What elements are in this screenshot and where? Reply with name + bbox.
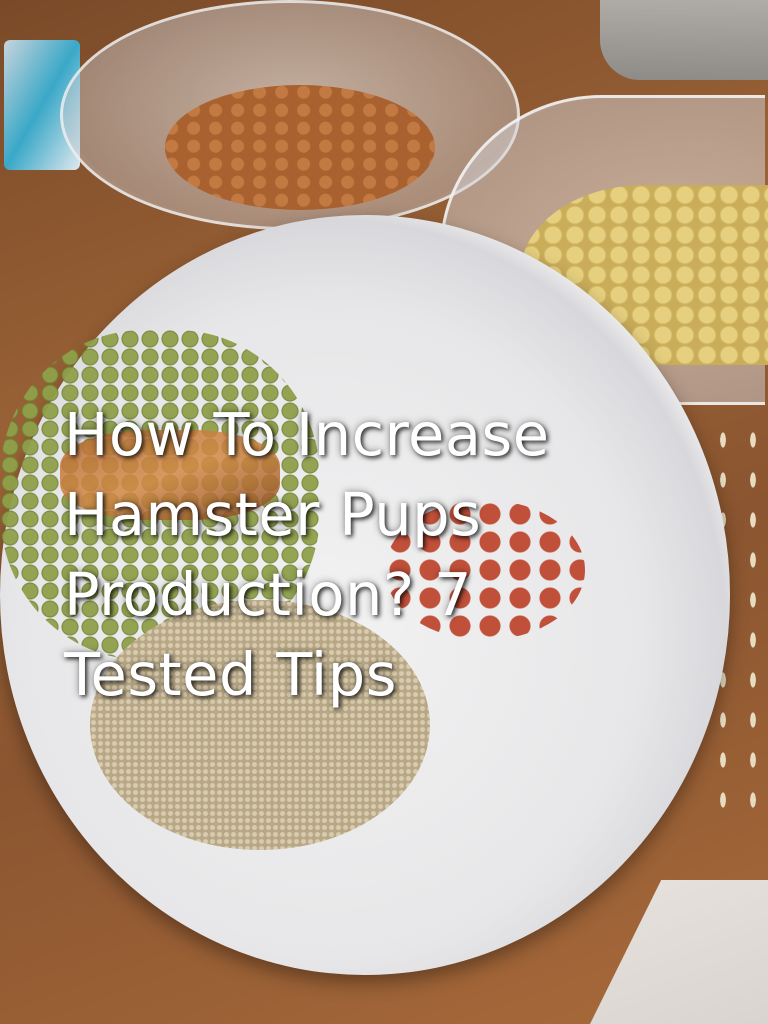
plastic-bag	[600, 0, 768, 80]
red-berries	[385, 500, 585, 640]
chickpeas	[165, 85, 435, 210]
dried-carrot-flakes	[60, 430, 280, 520]
overlay-title: How To Increase Hamster Pups Production?…	[64, 400, 550, 709]
floor-edge	[590, 880, 768, 1024]
oat-powder	[90, 600, 430, 850]
